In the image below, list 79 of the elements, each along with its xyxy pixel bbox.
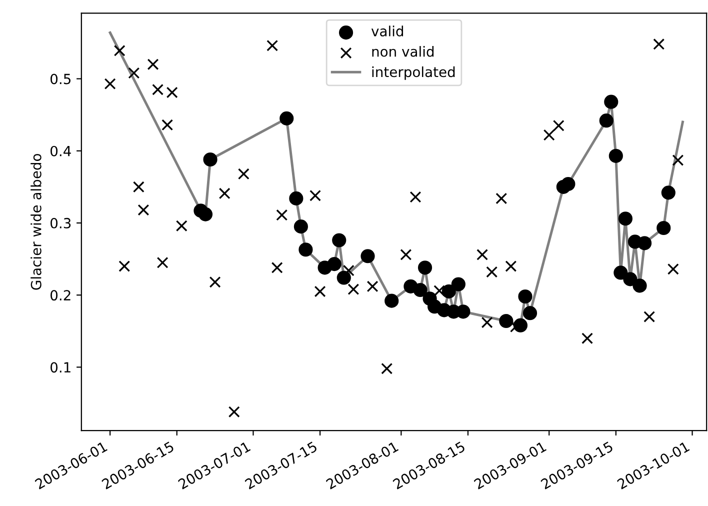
point — [499, 314, 514, 328]
point — [156, 256, 168, 268]
point — [618, 212, 632, 226]
point — [481, 316, 493, 328]
point — [582, 332, 594, 344]
point — [434, 284, 446, 296]
point — [623, 272, 638, 286]
point — [332, 233, 346, 248]
legend-label: valid — [371, 26, 404, 36]
point — [162, 119, 174, 131]
point — [327, 257, 342, 272]
point — [360, 249, 375, 264]
point — [442, 284, 456, 298]
point — [128, 67, 140, 79]
point — [661, 186, 676, 200]
point — [505, 260, 517, 272]
point — [476, 248, 488, 260]
point — [400, 248, 412, 260]
point — [672, 154, 684, 166]
point — [413, 282, 428, 298]
legend-label: non valid — [372, 46, 434, 57]
point — [496, 192, 508, 204]
point — [147, 58, 159, 70]
legend-label: interpolated — [372, 66, 455, 80]
point — [653, 38, 665, 50]
point — [198, 207, 213, 222]
point — [486, 266, 498, 278]
point — [218, 188, 230, 200]
point — [638, 236, 652, 250]
point — [451, 277, 466, 292]
point — [276, 209, 288, 221]
y-tick-label: 0.4 — [50, 146, 71, 156]
point — [176, 220, 188, 232]
point — [599, 114, 614, 128]
point — [667, 263, 679, 275]
point — [561, 176, 576, 192]
point — [604, 94, 618, 109]
point — [289, 191, 304, 206]
point — [280, 111, 294, 126]
point — [614, 266, 628, 280]
point — [366, 280, 378, 292]
point — [418, 260, 432, 275]
point — [209, 276, 221, 288]
point — [166, 86, 178, 98]
point — [336, 270, 351, 285]
point — [228, 406, 240, 418]
y-tick-label: 0.1 — [50, 362, 70, 373]
point — [310, 190, 322, 202]
point — [298, 242, 313, 257]
y-tick-label: 0.2 — [50, 290, 70, 301]
point — [518, 289, 532, 304]
point — [238, 168, 250, 180]
point — [118, 260, 130, 272]
point — [384, 294, 399, 308]
point — [104, 78, 116, 90]
point — [152, 84, 164, 96]
point — [381, 362, 393, 374]
point — [543, 129, 555, 141]
point — [138, 204, 150, 216]
point — [266, 40, 278, 52]
point — [410, 191, 422, 203]
point — [203, 152, 218, 167]
point — [608, 148, 623, 163]
point — [348, 284, 360, 296]
y-axis-title: Glacier wide albedo — [30, 154, 42, 290]
y-tick-label: 0.5 — [50, 74, 70, 84]
point — [132, 181, 144, 193]
point — [552, 120, 564, 132]
point — [522, 306, 538, 320]
point — [632, 278, 647, 293]
point — [271, 262, 283, 274]
point — [656, 220, 671, 236]
point — [644, 310, 656, 322]
y-tick-label: 0.3 — [50, 218, 71, 228]
point — [342, 264, 354, 276]
point — [114, 44, 126, 56]
point — [314, 286, 326, 298]
point — [294, 220, 308, 234]
point — [456, 304, 470, 319]
